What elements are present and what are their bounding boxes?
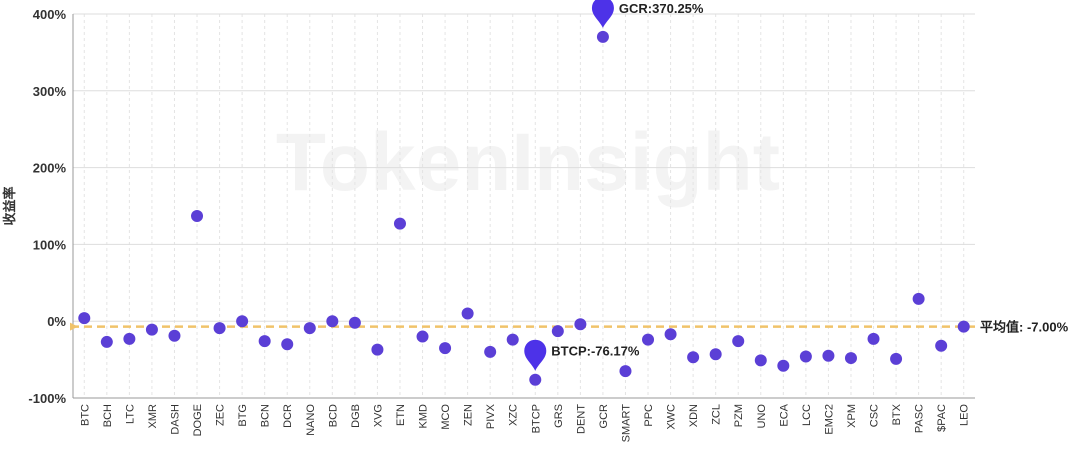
y-tick-label: 400% [33,7,67,22]
x-tick-label: EMC2 [823,404,835,435]
point-bch [100,335,113,348]
point-emc2 [822,349,835,362]
point-etn [393,217,406,230]
point-dent [574,318,587,331]
x-tick-label: ETN [395,404,407,426]
x-tick-label: BTCP [530,404,542,433]
data-points [78,30,970,386]
point-csc [867,332,880,345]
grid [73,13,975,399]
x-tick-label: KMD [418,404,430,429]
axes: 400% 300% 200% 100% 0% -100% BTC BCH LTC XMR DASH D… [28,7,975,442]
point-eca [777,359,790,372]
point-btg [236,315,249,328]
x-tick-label: XZC [508,404,520,426]
x-tick-label: GRS [553,404,565,428]
x-tick-label: CSC [869,404,881,427]
y-axis-label: 收益率 [2,186,18,225]
point-xwc [664,328,677,341]
y-tick-label: -100% [28,391,66,406]
point-btx [890,352,903,365]
point-bcn [258,335,271,348]
point-nano [303,322,316,335]
x-tick-label: LEO [959,404,971,426]
x-tick-label: XMR [147,404,159,429]
point-xvg [371,343,384,356]
x-tick-label: GCR [598,404,610,429]
y-tick-label: 200% [33,161,67,176]
point-dash [168,329,181,342]
point-dgb [348,316,361,329]
x-tick-label: LTC [124,404,136,424]
point-zen [461,307,474,320]
x-tick-label: UNO [756,404,768,429]
x-tick-label: XPM [846,404,858,428]
x-tick-label: PPC [643,404,655,427]
point-btcp [529,373,542,386]
annotation-label-gcr: GCR:370.25% [619,1,704,16]
point-ppc [642,333,655,346]
point-xpm [844,352,857,365]
point-kmd [416,330,429,343]
point-pasc [912,292,925,305]
point-dcr [281,338,294,351]
x-tick-label: PIVX [485,403,497,429]
x-tick-label: DASH [169,404,181,435]
x-tick-label: XVG [372,404,384,427]
point-pivx [484,345,497,358]
point-pac [935,339,948,352]
x-tick-label: DOGE [192,404,204,436]
x-tick-label: PZM [733,404,745,427]
point-xdn [687,351,700,364]
x-tick-label: LCC [801,404,813,426]
annotation-label-btcp: BTCP:-76.17% [551,344,640,359]
x-tick-label: BTC [79,404,91,426]
x-tick-label: DCR [282,404,294,428]
annotations: GCR:370.25% BTCP:-76.17% [524,0,704,371]
y-tick-label: 300% [33,84,67,99]
x-tick-label: DGB [350,404,362,428]
y-tick-label: 100% [33,237,67,252]
point-lcc [799,350,812,363]
point-grs [551,325,564,338]
x-tick-label: BCN [260,404,272,427]
point-doge [191,209,204,222]
point-uno [754,354,767,367]
point-gcr [596,30,609,43]
point-pzm [732,335,745,348]
point-smart [619,365,632,378]
x-tick-label: $PAC [936,404,948,432]
x-tick-label: PASC [914,404,926,433]
y-tick-label: 0% [47,314,66,329]
x-tick-label: ZEN [463,404,475,426]
x-tick-label: SMART [620,404,632,443]
x-tick-label: BTX [891,403,903,425]
point-ltc [123,332,136,345]
x-tick-label: ECA [778,403,790,426]
point-zcl [709,348,722,361]
point-xzc [506,333,519,346]
x-tick-label: ZCL [711,404,723,425]
x-tick-label: XDN [688,404,700,427]
average-line-start-marker [70,322,78,331]
annotation-pin-gcr [591,0,614,28]
x-tick-label: BTG [237,404,249,427]
point-mco [439,342,452,355]
x-tick-label: DENT [575,404,587,434]
average-label: 平均值: -7.00% [980,320,1069,335]
annotation-pin-btcp [524,339,547,371]
x-tick-label: BCD [327,404,339,427]
watermark: TokenInsight [276,117,780,208]
point-xmr [145,323,158,336]
x-tick-label: BCH [102,404,114,427]
point-zec [213,322,226,335]
point-bcd [326,315,339,328]
x-tick-label: NANO [305,404,317,436]
point-leo [957,320,970,333]
x-tick-label: XWC [666,404,678,430]
x-tick-label: MCO [440,404,452,430]
x-tick-label: ZEC [215,404,227,426]
point-btc [78,312,91,325]
